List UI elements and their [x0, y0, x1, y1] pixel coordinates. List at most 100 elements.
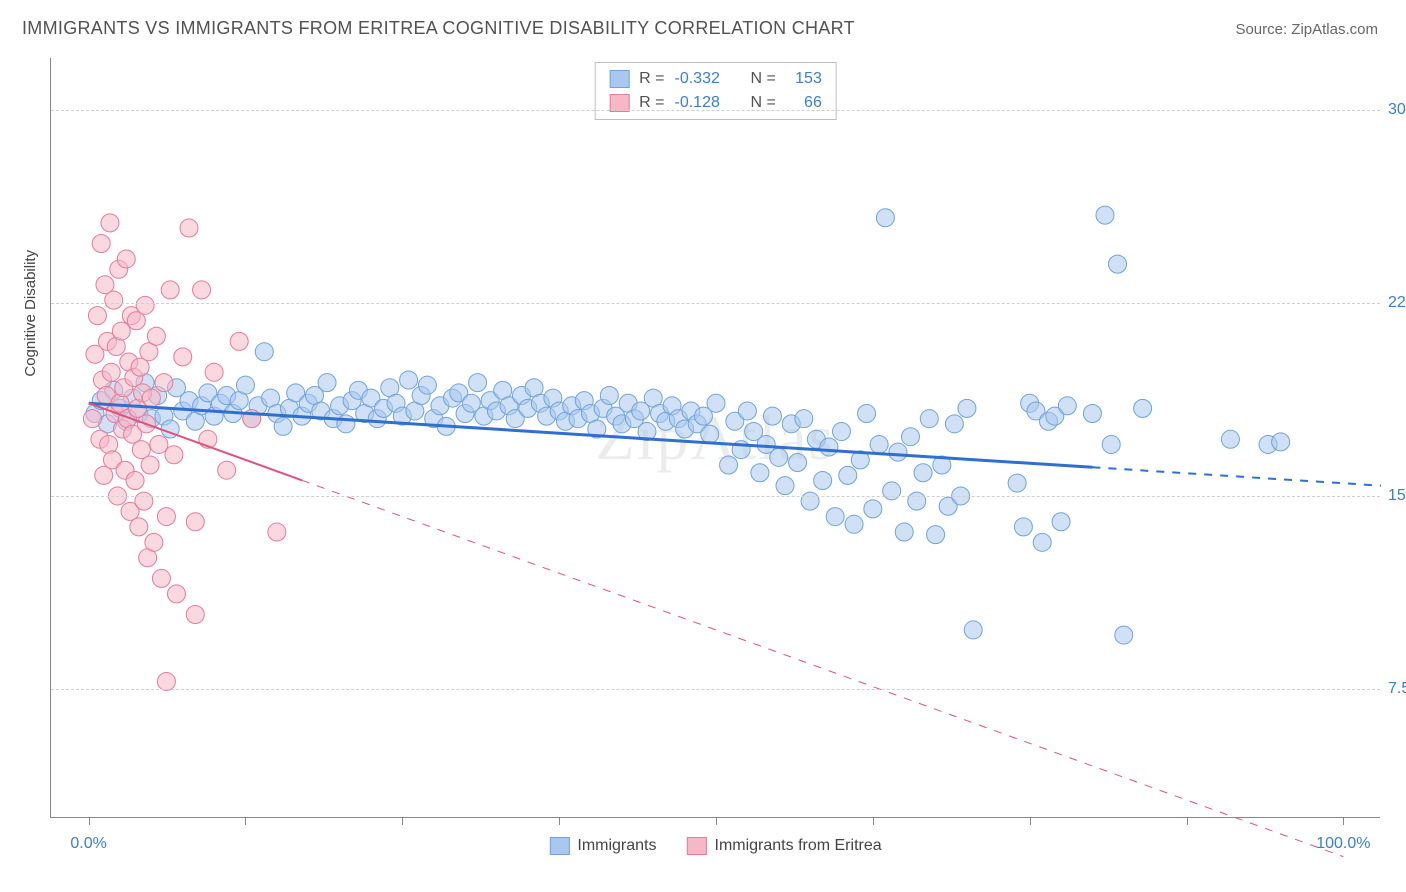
- scatter-point-immigrants: [1058, 397, 1076, 415]
- scatter-point-immigrants: [707, 394, 725, 412]
- scatter-point-immigrants: [738, 402, 756, 420]
- scatter-point-immigrants: [600, 386, 618, 404]
- x-tick: [1187, 817, 1188, 825]
- scatter-point-eritrea: [105, 291, 123, 309]
- scatter-point-eritrea: [155, 374, 173, 392]
- scatter-point-immigrants: [895, 523, 913, 541]
- scatter-point-immigrants: [318, 374, 336, 392]
- legend-label: Immigrants: [577, 837, 656, 855]
- scatter-point-immigrants: [236, 376, 254, 394]
- scatter-point-immigrants: [1221, 430, 1239, 448]
- x-tick: [1030, 817, 1031, 825]
- scatter-point-immigrants: [883, 482, 901, 500]
- legend-item-eritrea: Immigrants from Eritrea: [686, 837, 881, 855]
- scatter-point-immigrants: [720, 456, 738, 474]
- x-tick: [873, 817, 874, 825]
- x-tick: [89, 817, 90, 825]
- scatter-point-immigrants: [814, 472, 832, 490]
- scatter-point-eritrea: [230, 332, 248, 350]
- legend-label: Immigrants from Eritrea: [714, 837, 881, 855]
- scatter-point-immigrants: [789, 453, 807, 471]
- chart-title: IMMIGRANTS VS IMMIGRANTS FROM ERITREA CO…: [22, 18, 855, 39]
- x-tick: [1343, 817, 1344, 825]
- gridline: [51, 110, 1380, 111]
- scatter-point-immigrants: [1083, 405, 1101, 423]
- scatter-point-immigrants: [927, 526, 945, 544]
- scatter-point-eritrea: [83, 410, 101, 428]
- scatter-point-immigrants: [1052, 513, 1070, 531]
- scatter-point-immigrants: [958, 399, 976, 417]
- scatter-point-eritrea: [165, 446, 183, 464]
- scatter-point-eritrea: [157, 672, 175, 690]
- scatter-point-immigrants: [914, 464, 932, 482]
- scatter-point-eritrea: [186, 513, 204, 531]
- scatter-point-immigrants: [858, 405, 876, 423]
- scatter-point-eritrea: [101, 214, 119, 232]
- scatter-point-immigrants: [964, 621, 982, 639]
- x-tick-label-left: 0.0%: [70, 835, 106, 853]
- scatter-point-eritrea: [102, 363, 120, 381]
- scatter-point-eritrea: [205, 363, 223, 381]
- y-axis-title: Cognitive Disability: [22, 250, 39, 377]
- regression-line-dashed-immigrants: [1092, 467, 1381, 485]
- x-tick: [402, 817, 403, 825]
- scatter-point-immigrants: [1134, 399, 1152, 417]
- scatter-point-immigrants: [418, 376, 436, 394]
- y-tick-label: 30.0%: [1388, 101, 1406, 119]
- scatter-point-immigrants: [763, 407, 781, 425]
- scatter-point-immigrants: [870, 435, 888, 453]
- scatter-point-immigrants: [864, 500, 882, 518]
- scatter-point-immigrants: [1109, 255, 1127, 273]
- scatter-point-immigrants: [889, 443, 907, 461]
- n-value-eritrea: 66: [786, 91, 822, 115]
- scatter-point-immigrants: [832, 423, 850, 441]
- swatch-immigrants: [549, 837, 569, 855]
- scatter-point-immigrants: [876, 209, 894, 227]
- scatter-point-eritrea: [174, 348, 192, 366]
- scatter-point-eritrea: [268, 523, 286, 541]
- scatter-point-eritrea: [136, 296, 154, 314]
- scatter-point-eritrea: [147, 327, 165, 345]
- scatter-point-immigrants: [770, 448, 788, 466]
- scatter-point-immigrants: [945, 415, 963, 433]
- n-label: N =: [751, 91, 776, 115]
- scatter-point-immigrants: [751, 464, 769, 482]
- scatter-point-immigrants: [901, 428, 919, 446]
- swatch-eritrea: [686, 837, 706, 855]
- scatter-point-eritrea: [186, 605, 204, 623]
- source-attribution: Source: ZipAtlas.com: [1235, 21, 1378, 38]
- scatter-point-immigrants: [908, 492, 926, 510]
- r-label: R =: [639, 91, 664, 115]
- scatter-point-immigrants: [1096, 206, 1114, 224]
- x-tick: [716, 817, 717, 825]
- x-tick: [245, 817, 246, 825]
- n-value-immigrants: 153: [786, 67, 822, 91]
- scatter-point-immigrants: [1008, 474, 1026, 492]
- scatter-point-eritrea: [218, 461, 236, 479]
- n-label: N =: [751, 67, 776, 91]
- scatter-point-eritrea: [157, 508, 175, 526]
- r-value-eritrea: -0.128: [675, 91, 731, 115]
- gridline: [51, 303, 1380, 304]
- scatter-point-immigrants: [1102, 435, 1120, 453]
- y-tick-label: 22.5%: [1388, 294, 1406, 312]
- scatter-point-eritrea: [88, 307, 106, 325]
- scatter-point-eritrea: [150, 435, 168, 453]
- scatter-plot-svg: [51, 58, 1380, 817]
- r-label: R =: [639, 67, 664, 91]
- legend-item-immigrants: Immigrants: [549, 837, 656, 855]
- legend-row-immigrants: R = -0.332 N = 153: [609, 67, 822, 91]
- scatter-point-immigrants: [1014, 518, 1032, 536]
- r-value-immigrants: -0.332: [675, 67, 731, 91]
- swatch-immigrants: [609, 70, 629, 88]
- correlation-legend: R = -0.332 N = 153 R = -0.128 N = 66: [594, 62, 837, 120]
- scatter-point-eritrea: [167, 585, 185, 603]
- scatter-point-immigrants: [701, 425, 719, 443]
- y-tick-label: 7.5%: [1388, 680, 1406, 698]
- scatter-point-eritrea: [100, 435, 118, 453]
- scatter-point-eritrea: [152, 569, 170, 587]
- series-legend: Immigrants Immigrants from Eritrea: [549, 837, 881, 855]
- scatter-point-eritrea: [117, 250, 135, 268]
- scatter-point-immigrants: [469, 374, 487, 392]
- scatter-point-eritrea: [145, 533, 163, 551]
